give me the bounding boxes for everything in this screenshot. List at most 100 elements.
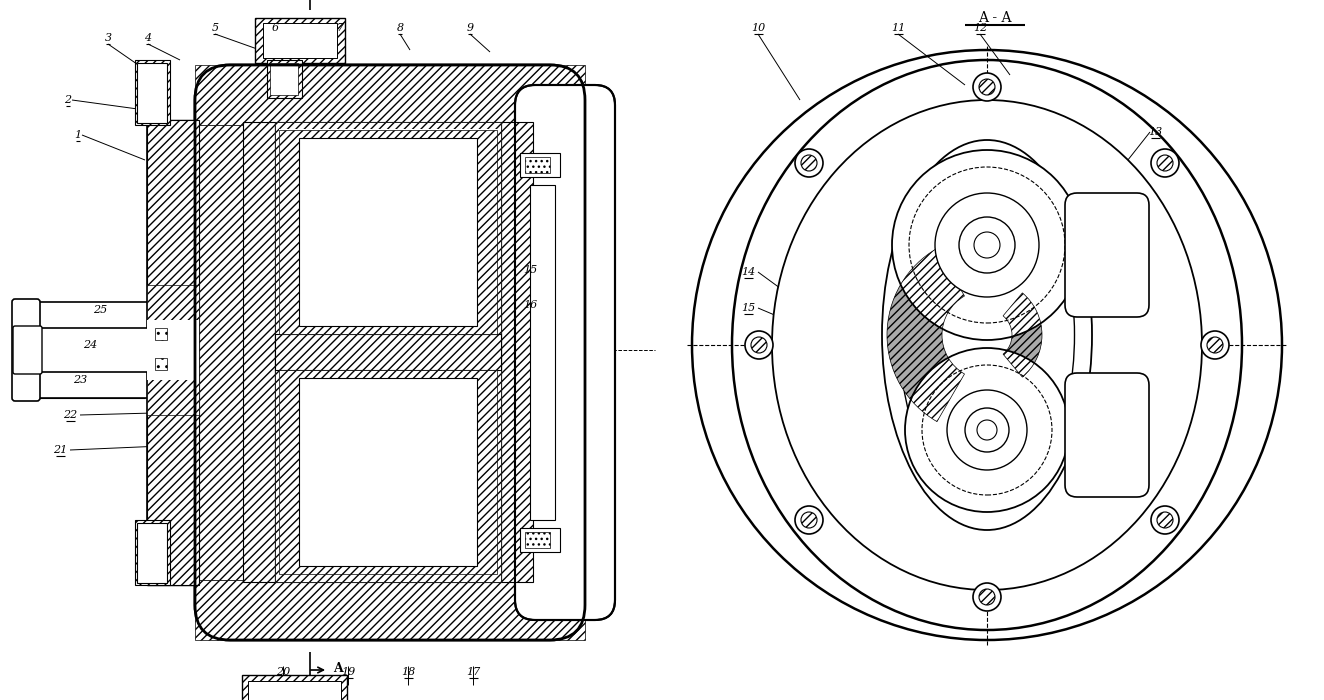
Text: 24: 24 — [83, 340, 97, 350]
Circle shape — [977, 420, 997, 440]
Bar — [279, 344, 496, 574]
Bar — [195, 125, 244, 580]
Ellipse shape — [882, 140, 1092, 530]
Wedge shape — [887, 248, 964, 421]
Bar — [267, 60, 302, 98]
FancyBboxPatch shape — [526, 100, 605, 605]
Ellipse shape — [899, 162, 1075, 508]
Text: 2: 2 — [65, 95, 71, 105]
FancyBboxPatch shape — [13, 326, 42, 374]
FancyBboxPatch shape — [195, 65, 585, 640]
Bar — [136, 523, 167, 583]
Bar — [195, 580, 585, 640]
Bar — [275, 334, 500, 370]
Bar — [242, 675, 347, 700]
Bar — [520, 528, 560, 552]
Text: 5: 5 — [212, 23, 218, 33]
Circle shape — [1151, 506, 1178, 534]
FancyBboxPatch shape — [515, 85, 616, 620]
Bar — [136, 63, 167, 123]
Bar — [299, 378, 477, 566]
Bar — [275, 342, 500, 582]
FancyBboxPatch shape — [12, 299, 40, 401]
Circle shape — [947, 390, 1027, 470]
Bar — [279, 370, 496, 574]
Bar — [275, 122, 500, 582]
Ellipse shape — [772, 100, 1202, 590]
Circle shape — [965, 408, 1009, 452]
Circle shape — [910, 167, 1064, 323]
Text: 20: 20 — [275, 667, 290, 677]
Bar — [279, 130, 496, 334]
Circle shape — [922, 365, 1053, 495]
Circle shape — [906, 348, 1068, 512]
Circle shape — [973, 73, 1001, 101]
Bar — [263, 23, 338, 58]
Text: 14: 14 — [741, 267, 755, 277]
Bar — [275, 122, 500, 342]
Text: 25: 25 — [93, 305, 107, 315]
Text: 15: 15 — [741, 303, 755, 313]
Bar — [520, 153, 560, 177]
FancyBboxPatch shape — [1064, 193, 1149, 317]
Circle shape — [1157, 155, 1173, 171]
Bar — [530, 185, 555, 520]
Circle shape — [1151, 149, 1178, 177]
Bar — [244, 122, 275, 582]
Text: 19: 19 — [340, 667, 355, 677]
Bar — [540, 120, 591, 585]
Circle shape — [978, 589, 996, 605]
Text: 13: 13 — [1148, 127, 1162, 137]
Bar — [530, 125, 585, 580]
Bar — [244, 125, 530, 580]
Text: 21: 21 — [53, 445, 68, 455]
Text: A: A — [334, 0, 343, 3]
Circle shape — [1201, 331, 1229, 359]
Text: 6: 6 — [271, 23, 278, 33]
Text: 9: 9 — [466, 23, 474, 33]
Circle shape — [1157, 512, 1173, 528]
Bar — [147, 285, 199, 415]
Text: 16: 16 — [523, 300, 538, 310]
Circle shape — [978, 79, 996, 95]
Bar — [155, 328, 167, 340]
Text: 10: 10 — [751, 23, 765, 33]
Bar — [248, 681, 342, 700]
Circle shape — [745, 331, 773, 359]
Ellipse shape — [732, 60, 1242, 630]
Bar — [526, 532, 549, 548]
Bar — [155, 358, 167, 370]
Text: 8: 8 — [396, 23, 404, 33]
Text: 15: 15 — [523, 265, 538, 275]
Bar — [135, 60, 169, 125]
Circle shape — [794, 149, 824, 177]
Bar — [256, 18, 346, 63]
Text: A - A: A - A — [978, 11, 1012, 25]
Bar — [270, 63, 298, 95]
Bar — [15, 328, 150, 372]
Circle shape — [692, 50, 1282, 640]
Text: A: A — [334, 662, 343, 675]
Text: 18: 18 — [401, 667, 416, 677]
Text: 3: 3 — [105, 33, 111, 43]
Text: 22: 22 — [62, 410, 77, 420]
Circle shape — [1207, 337, 1223, 353]
FancyBboxPatch shape — [1064, 373, 1149, 497]
Bar — [299, 138, 477, 326]
Text: 1: 1 — [74, 130, 82, 140]
Text: 23: 23 — [73, 375, 87, 385]
Text: 12: 12 — [973, 23, 988, 33]
Bar — [526, 157, 549, 173]
Bar — [15, 302, 147, 398]
Circle shape — [801, 512, 817, 528]
Circle shape — [751, 337, 767, 353]
Circle shape — [935, 193, 1039, 297]
Bar — [500, 122, 534, 582]
Text: 11: 11 — [891, 23, 906, 33]
Text: 17: 17 — [466, 667, 481, 677]
Circle shape — [973, 583, 1001, 611]
Circle shape — [892, 150, 1082, 340]
Text: 7: 7 — [336, 23, 343, 33]
Bar — [195, 65, 585, 125]
Circle shape — [974, 232, 1000, 258]
